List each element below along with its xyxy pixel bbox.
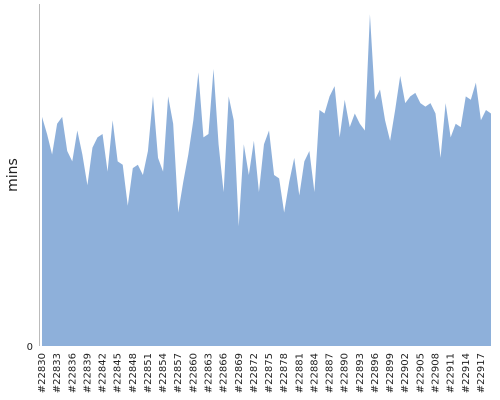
x-tick-label: #22839 — [82, 353, 93, 393]
x-tick-label: #22884 — [309, 353, 320, 393]
x-tick-label: #22899 — [385, 353, 396, 393]
x-tick-labels: #22830 #22833 #22836 #22839 #22842 #22845 #228… — [37, 353, 487, 393]
x-tick-label: #22902 — [400, 353, 411, 393]
x-tick-label: #22887 — [325, 353, 336, 393]
x-tick-label: #22890 — [340, 353, 351, 393]
x-tick-label: #22851 — [143, 353, 154, 393]
x-tick-label: #22911 — [446, 353, 457, 393]
x-tick-label: #22869 — [234, 353, 245, 393]
x-tick-label: #22845 — [113, 353, 124, 393]
plot-area — [42, 14, 491, 346]
x-tick-label: #22833 — [52, 353, 63, 393]
x-tick-label: #22830 — [37, 353, 48, 393]
x-tick-label: #22842 — [98, 353, 109, 393]
x-tick-label: #22917 — [476, 353, 487, 393]
x-tick-label: #22872 — [249, 353, 260, 393]
x-tick-label: #22875 — [264, 353, 275, 393]
x-tick-label: #22905 — [415, 353, 426, 393]
x-tick-label: #22857 — [173, 353, 184, 393]
x-tick-label: #22893 — [355, 353, 366, 393]
x-tick-label: #22896 — [370, 353, 381, 393]
series-area — [42, 14, 491, 346]
x-tick-label: #22860 — [188, 353, 199, 393]
x-tick-label: #22878 — [279, 353, 290, 393]
x-tick-label: #22914 — [461, 353, 472, 393]
x-tick-label: #22863 — [203, 353, 214, 393]
y-tick-label: 0 — [27, 342, 33, 353]
x-tick-label: #22854 — [158, 353, 169, 393]
y-tick-labels: 0 — [27, 342, 33, 353]
x-tick-label: #22848 — [128, 353, 139, 393]
y-axis-label: mins — [5, 158, 21, 192]
x-tick-label: #22866 — [219, 353, 230, 393]
x-tick-label: #22836 — [67, 353, 78, 393]
x-tick-label: #22908 — [431, 353, 442, 393]
x-tick-label: #22881 — [294, 353, 305, 393]
